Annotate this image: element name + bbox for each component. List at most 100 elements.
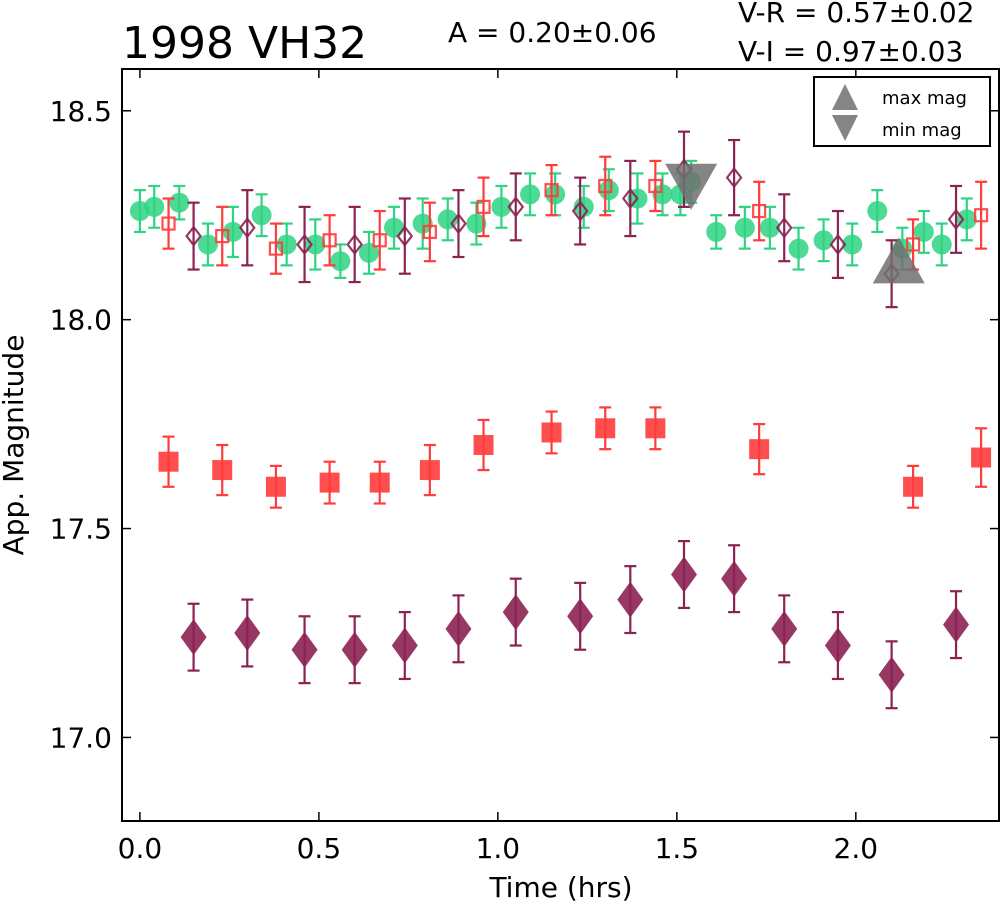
data-point-diamond-open [725,166,743,189]
data-point-diamond-open [775,216,793,239]
data-point-circle [144,196,165,217]
y-tick-label: 18.5 [50,95,112,128]
data-point-circle [813,230,834,251]
data-point-square [319,472,340,493]
data-point-circle [412,213,433,234]
data-point-diamond [445,610,472,647]
max-mag-legend-marker [832,84,858,110]
data-point-diamond-open [346,233,364,256]
data-point-diamond [824,627,851,664]
data-point-circle [931,234,952,255]
data-point-diamond-open [829,233,847,256]
y-tick-label: 17.5 [50,513,112,546]
data-point-square-open [161,216,176,231]
data-point-square [158,451,179,472]
data-point-circle [545,184,566,205]
data-point-square [369,472,390,493]
data-point-square [212,460,233,481]
legend-label-max-mag: max mag [882,88,967,109]
min-mag-marker [665,163,718,210]
data-point-square-open [598,178,613,194]
data-point-diamond [771,610,798,647]
data-point-circle [222,221,243,242]
data-point-circle [842,234,863,255]
v-r-annotation: V-R = 0.57±0.02 [738,0,974,29]
data-point-circle [305,234,326,255]
x-tick-label: 1.5 [655,832,700,865]
data-point-circle [867,201,888,222]
data-point-circle [384,217,405,238]
v-i-annotation: V-I = 0.97±0.03 [738,35,963,68]
data-point-diamond-open [296,233,313,256]
data-point-diamond [341,631,368,668]
data-point-circle [358,242,379,263]
data-point-diamond [670,556,697,593]
data-point-circle [759,217,780,238]
data-point-square-open [544,183,559,198]
data-point-circle [466,213,487,234]
data-point-diamond [234,615,261,651]
data-point-circle [598,180,619,201]
data-point-diamond [943,606,970,643]
data-point-square [541,422,562,443]
chart-title: 1998 VH32 [122,18,367,69]
min-mag-legend-marker [832,115,858,141]
data-point-diamond [617,581,644,618]
data-point-square-open [752,203,767,219]
x-tick-label: 0.5 [297,832,342,865]
data-point-square [419,460,440,481]
data-point-circle [652,184,673,205]
data-point-diamond [391,627,418,664]
data-point-diamond [721,560,748,597]
data-point-diamond [567,598,594,635]
data-point-circle [330,251,351,272]
y-axis-label: App. Magnitude [0,335,30,556]
data-point-diamond-open [571,200,589,222]
data-point-diamond [291,631,318,668]
x-tick-label: 2.0 [834,832,879,865]
data-point-circle [251,205,272,226]
data-point-square-open [648,178,663,194]
data-point-circle [520,184,541,205]
data-point-square [903,476,924,497]
data-point-diamond-open [238,216,256,239]
data-point-circle [706,221,727,242]
x-axis-label: Time (hrs) [488,871,632,904]
data-point-square-open [372,233,387,248]
data-point-diamond-open [396,225,414,247]
data-point-circle [788,238,809,259]
data-point-circle [956,209,977,230]
y-tick-label: 18.0 [50,304,112,337]
data-point-diamond-open [507,196,525,218]
data-point-square [265,476,286,497]
y-tick-label: 17.0 [50,721,112,754]
data-point-square-open [905,237,921,252]
data-point-square [645,418,666,439]
data-point-square-open [974,208,989,223]
plot-frame [121,68,1000,822]
legend-label-min-mag: min mag [882,120,962,141]
data-point-circle [913,221,934,242]
data-point-circle [197,234,218,255]
data-point-diamond-open [185,225,202,247]
data-point-square-open [215,229,230,244]
data-point-square [971,447,992,468]
x-tick-label: 1.0 [476,832,521,865]
data-point-circle [169,192,190,213]
data-point-square [749,439,770,460]
x-tick-label: 0.0 [118,832,163,865]
data-point-diamond [180,619,207,656]
data-point-circle [491,196,512,217]
data-point-diamond [878,656,905,693]
amplitude-annotation: A = 0.20±0.06 [448,16,657,49]
data-point-diamond-open [450,212,467,235]
data-point-diamond [502,594,529,631]
data-point-diamond-open [947,208,965,231]
data-point-square [595,418,616,439]
data-point-square-open [268,241,284,256]
max-mag-marker [872,237,925,284]
data-point-circle [276,234,297,255]
data-point-diamond-open [621,187,639,210]
data-point-circle [734,217,755,238]
